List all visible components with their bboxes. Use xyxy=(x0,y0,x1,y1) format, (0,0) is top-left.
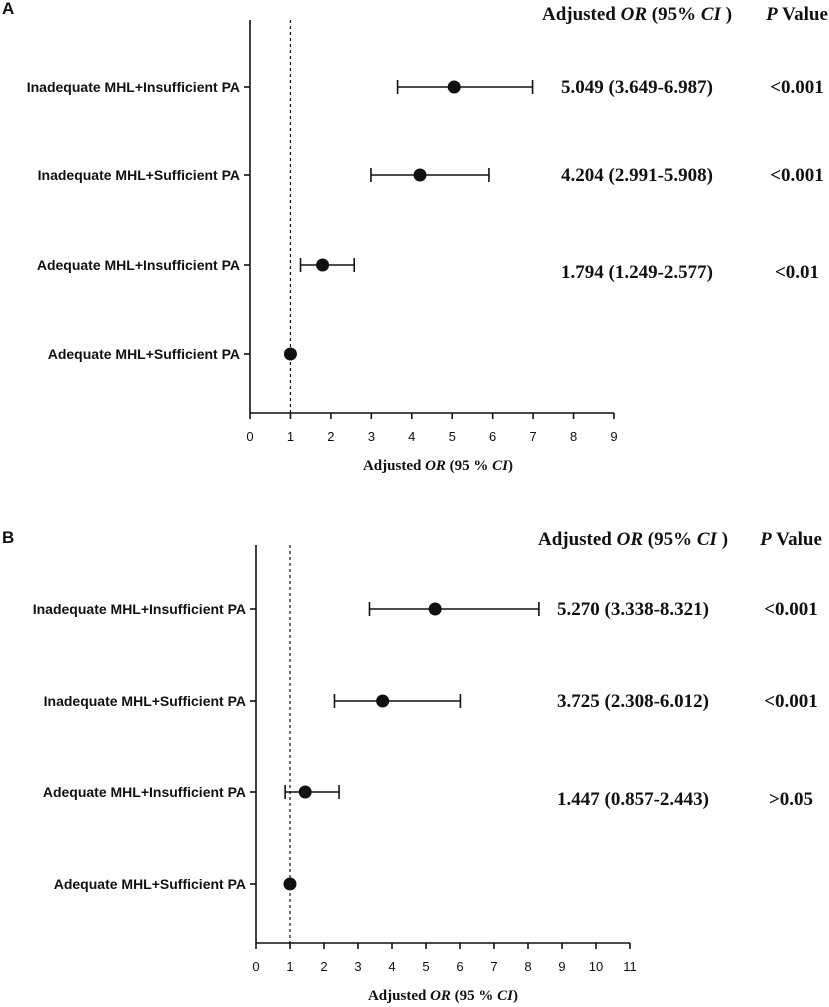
panel-a-odds-ratio-point xyxy=(447,80,461,94)
panel-a-or-value: 1.794 (1.249-2.577) xyxy=(561,262,713,283)
panel-a-category-label: Inadequate MHL+Insufficient PA xyxy=(27,79,240,95)
panel-a-x-tick-label: 4 xyxy=(408,429,415,444)
panel-b-x-tick-label: 11 xyxy=(623,959,637,974)
panel-b-x-tick-label: 2 xyxy=(320,959,327,974)
panel-a-category-label: Adequate MHL+Insufficient PA xyxy=(37,257,240,273)
panel-b-p-header: P Value xyxy=(759,529,822,550)
panel-b-x-tick-label: 10 xyxy=(589,959,603,974)
panel-b-or-value: 1.447 (0.857-2.443) xyxy=(557,789,709,810)
panel-b-x-tick-label: 1 xyxy=(286,959,293,974)
panel-a-x-tick-label: 1 xyxy=(287,429,294,444)
panel-b-category-label: Adequate MHL+Sufficient PA xyxy=(54,876,246,892)
panel-b-x-axis-label: Adjusted OR (95 % CI) xyxy=(368,988,518,1004)
panel-b-category-label: Adequate MHL+Insufficient PA xyxy=(43,784,246,800)
panel-b-odds-ratio-point xyxy=(298,785,312,799)
panel-a-x-tick-label: 8 xyxy=(570,429,577,444)
panel-b-p-value: >0.05 xyxy=(769,789,813,810)
panel-b-or-header: Adjusted OR (95% CI ) xyxy=(538,529,728,550)
panel-a-x-tick-label: 3 xyxy=(368,429,375,444)
panel-b-or-value: 3.725 (2.308-6.012) xyxy=(557,691,709,712)
panel-b-x-tick-label: 9 xyxy=(558,959,565,974)
panel-b-x-tick-label: 8 xyxy=(524,959,531,974)
panel-a-odds-ratio-point xyxy=(283,347,297,361)
panel-a-p-value: <0.001 xyxy=(770,77,824,98)
panel-a-x-tick-label: 6 xyxy=(489,429,496,444)
panel-b-label: B xyxy=(2,528,14,547)
panel-b-x-tick-label: 7 xyxy=(490,959,497,974)
panel-b-category-label: Inadequate MHL+Sufficient PA xyxy=(44,693,246,709)
panel-b-p-value: <0.001 xyxy=(764,691,818,712)
panel-a-or-value: 5.049 (3.649-6.987) xyxy=(561,77,713,98)
panel-a-odds-ratio-point xyxy=(316,258,330,272)
panel-b-x-tick-label: 4 xyxy=(388,959,395,974)
panel-a-p-header: P Value xyxy=(765,4,828,25)
panel-a-category-label: Adequate MHL+Sufficient PA xyxy=(48,346,240,362)
panel-a-category-label: Inadequate MHL+Sufficient PA xyxy=(38,167,240,183)
panel-a-x-tick-label: 0 xyxy=(246,429,253,444)
panel-a-x-tick-label: 2 xyxy=(327,429,334,444)
panel-b-odds-ratio-point xyxy=(428,602,442,616)
panel-b-x-tick-label: 3 xyxy=(354,959,361,974)
panel-b-or-value: 5.270 (3.338-8.321) xyxy=(557,599,709,620)
panel-a-p-value: <0.001 xyxy=(770,165,824,186)
panel-b-x-tick-label: 0 xyxy=(252,959,259,974)
panel-a-x-tick-label: 9 xyxy=(610,429,617,444)
panel-b-p-value: <0.001 xyxy=(764,599,818,620)
panel-a-label: A xyxy=(2,0,14,18)
panel-b-x-tick-label: 5 xyxy=(422,959,429,974)
panel-a-p-value: <0.01 xyxy=(775,262,819,283)
panel-b-odds-ratio-point xyxy=(283,877,297,891)
panel-b-x-tick-label: 6 xyxy=(456,959,463,974)
panel-b-odds-ratio-point xyxy=(376,694,390,708)
panel-a-or-value: 4.204 (2.991-5.908) xyxy=(561,165,713,186)
panel-a-odds-ratio-point xyxy=(413,168,427,182)
panel-a-x-axis-label: Adjusted OR (95 % CI) xyxy=(363,458,513,474)
panel-a-or-header: Adjusted OR (95% CI ) xyxy=(542,4,732,25)
panel-a-x-tick-label: 7 xyxy=(529,429,536,444)
panel-b-category-label: Inadequate MHL+Insufficient PA xyxy=(33,601,246,617)
panel-a-x-tick-label: 5 xyxy=(449,429,456,444)
